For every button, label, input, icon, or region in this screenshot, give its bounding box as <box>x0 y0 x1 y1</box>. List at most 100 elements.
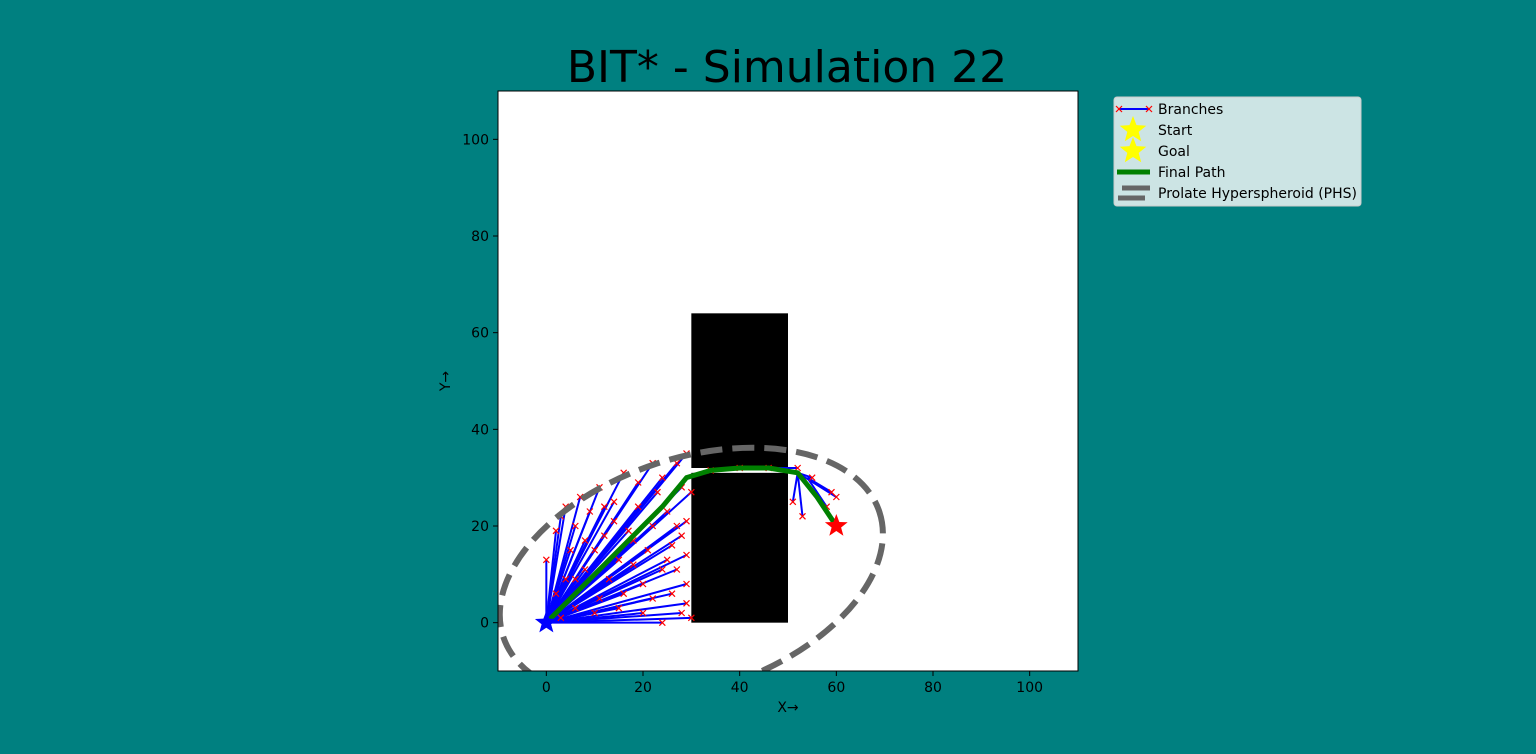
legend-item: Prolate Hyperspheroid (PHS) <box>1118 185 1357 202</box>
branch-node <box>668 590 676 598</box>
x-tick-label: 20 <box>634 680 652 696</box>
y-tick-label: 40 <box>471 422 489 438</box>
start-marker <box>534 610 558 633</box>
branch-node <box>552 527 560 535</box>
branch-node <box>615 556 623 564</box>
branch-node <box>639 609 647 617</box>
branch-node <box>789 498 797 506</box>
branch-node <box>596 595 603 602</box>
branch-node <box>687 614 695 622</box>
branch-node <box>581 566 589 573</box>
branch-node <box>649 595 657 602</box>
branch-edge <box>545 540 586 624</box>
branch-node <box>629 561 637 569</box>
legend-branch-node <box>1115 105 1123 113</box>
branch-node <box>658 474 666 482</box>
x-tick-label: 80 <box>924 680 942 696</box>
branch-edge <box>546 597 653 624</box>
legend-label: Prolate Hyperspheroid (PHS) <box>1158 186 1357 202</box>
branch-node <box>557 614 565 622</box>
branch-node <box>571 575 579 583</box>
branch-node <box>610 517 618 525</box>
branch-node <box>832 493 840 501</box>
branch-node <box>799 512 806 520</box>
branch-node <box>615 604 623 612</box>
branch-edge <box>546 583 687 624</box>
branch-node <box>683 517 690 525</box>
branch-node <box>683 551 690 559</box>
branch-node <box>576 493 584 501</box>
branch-node <box>600 503 608 511</box>
branch-edge <box>546 612 644 624</box>
branch-node <box>552 590 560 598</box>
y-tick-label: 80 <box>471 229 489 245</box>
branch-edge <box>545 558 668 624</box>
chart-title: BIT* - Simulation 22 <box>567 42 1007 93</box>
branch-node <box>610 498 618 506</box>
legend-box <box>1113 96 1362 207</box>
branch-node <box>663 508 671 515</box>
branch-node <box>542 556 550 564</box>
final-path <box>543 465 839 626</box>
y-tick-label: 100 <box>462 132 489 148</box>
legend-label: Goal <box>1158 144 1190 160</box>
branch-node <box>673 522 681 530</box>
branch-edge <box>545 506 567 623</box>
branch-node <box>605 575 613 583</box>
branch-edge <box>791 472 799 502</box>
branch-node <box>673 566 681 573</box>
branch-node <box>591 546 599 554</box>
branch-node <box>591 609 599 617</box>
legend-item: Final Path <box>1117 165 1225 181</box>
legend: Branches Start Goal Final Path Prolate Hyper… <box>1113 96 1362 207</box>
branch-node <box>634 503 642 511</box>
goal-marker <box>824 514 848 536</box>
y-tick-label: 60 <box>471 326 489 342</box>
branch-node <box>562 575 570 583</box>
branch-node <box>658 619 666 627</box>
branch-edge <box>806 476 833 494</box>
branch-edge <box>796 472 804 517</box>
legend-star <box>1119 116 1147 142</box>
branch-node <box>639 580 647 588</box>
axes-frame <box>497 90 1079 672</box>
legend-item: Start <box>1119 116 1193 142</box>
branch-node <box>808 474 816 482</box>
x-tick-label: 40 <box>731 680 749 696</box>
branch-node <box>644 546 652 554</box>
branch-node <box>567 546 574 554</box>
legend-branch-node <box>1145 105 1153 113</box>
branch-node <box>581 537 589 544</box>
legend-label: Final Path <box>1158 165 1225 181</box>
legend-item: Branches <box>1115 102 1223 118</box>
x-tick-label: 60 <box>827 680 845 696</box>
x-tick-label: 100 <box>1016 680 1043 696</box>
legend-label: Start <box>1158 123 1193 139</box>
x-axis-label: X→ <box>777 700 799 716</box>
branch-edge <box>545 525 678 624</box>
branch-node <box>620 590 628 598</box>
branch-node <box>663 556 671 564</box>
x-tick-label: 0 <box>542 680 551 696</box>
branch-node <box>658 566 666 573</box>
branch-node <box>571 604 579 612</box>
legend-star <box>1119 137 1147 163</box>
branch-node <box>654 488 661 496</box>
branch-node <box>634 479 642 486</box>
branch-node <box>600 532 608 540</box>
obstacle <box>691 472 788 623</box>
branch-node <box>586 508 594 515</box>
branch-node <box>571 522 579 530</box>
phs-ellipse <box>498 444 886 671</box>
legend-item: Goal <box>1119 137 1190 163</box>
branch-node <box>678 532 686 540</box>
branch-node <box>678 609 686 617</box>
legend-label: Branches <box>1158 102 1223 118</box>
branch-node <box>668 541 676 549</box>
y-tick-label: 0 <box>480 616 489 632</box>
branch-node <box>683 580 690 588</box>
branch-node <box>625 527 632 535</box>
branch-node <box>687 488 695 496</box>
obstacle <box>691 313 788 468</box>
